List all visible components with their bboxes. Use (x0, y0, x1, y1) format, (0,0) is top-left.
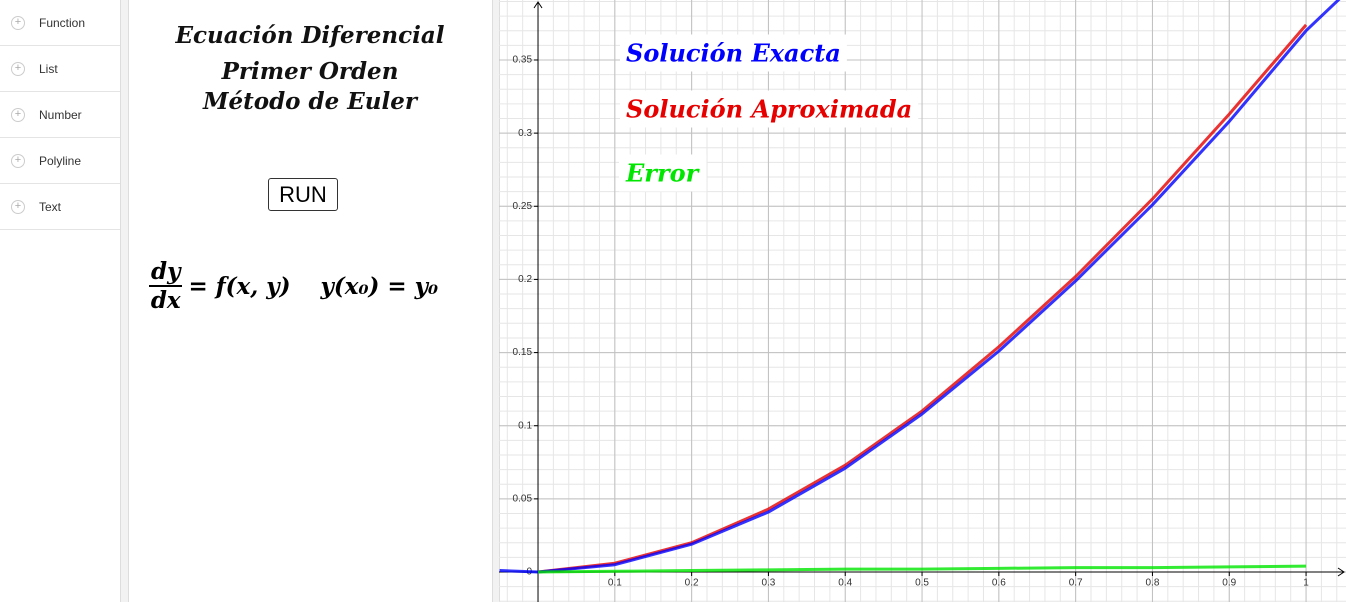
item-label: Polyline (39, 153, 82, 168)
item-label: Text (39, 199, 62, 214)
fraction: dy dx (149, 258, 183, 314)
x-tick-label: 0.7 (1069, 578, 1083, 589)
sidebar-item[interactable]: + Number (0, 92, 120, 138)
plus-icon[interactable]: + (11, 107, 25, 122)
legend-entry: Solución Exacta (626, 39, 841, 68)
x-tick-label: 0.2 (685, 578, 699, 589)
title-line: Primer Orden (221, 58, 399, 85)
series-line (499, 0, 1341, 574)
item-label: List (39, 61, 58, 76)
plus-icon[interactable]: + (11, 153, 25, 168)
chart: 0.1 0.2 0.3 0.4 0.5 0.6 0.7 0.8 0.9 100.050.10.15… (499, 0, 1346, 602)
numerator: dy (149, 258, 183, 287)
condition: y(x₀) = y₀ (320, 272, 439, 300)
legend-background (619, 154, 707, 192)
sidebar-item[interactable]: + Text (0, 184, 120, 230)
plus-icon[interactable]: + (11, 61, 25, 76)
run-button[interactable]: RUN (268, 178, 338, 211)
legend-entry: Solución Aproximada (626, 95, 912, 124)
y-tick-label: 0.25 (513, 201, 533, 212)
series-line (538, 564, 1307, 574)
item-label: Number (39, 107, 82, 122)
plus-icon[interactable]: + (11, 15, 25, 30)
sidebar-item[interactable]: + List (0, 46, 120, 92)
item-label: Function (39, 15, 86, 30)
x-tick-label: 0.9 (1222, 578, 1236, 589)
x-axis-arrow (1337, 567, 1345, 577)
plus-icon[interactable]: + (11, 199, 25, 214)
x-tick-label: 0.6 (992, 578, 1006, 589)
sidebar: + Function + List + Number + Polyline + Text (0, 0, 121, 602)
divider (121, 0, 129, 602)
sidebar-item[interactable]: + Polyline (0, 138, 120, 184)
legend-background (620, 90, 919, 128)
x-tick-label: 0.5 (915, 578, 929, 589)
title-line: Ecuación Diferencial (175, 22, 445, 49)
denominator: dx (150, 287, 181, 314)
legend-entry: Error (625, 159, 701, 188)
y-tick-label: 0.1 (518, 420, 532, 431)
graphics-panel: Ecuación Diferencial Primer Orden Método… (129, 0, 491, 602)
x-tick-label: 0.8 (1145, 578, 1159, 589)
y-axis-arrow (533, 1, 543, 9)
x-tick-label: 0.1 (608, 578, 622, 589)
sidebar-item[interactable]: + Function (0, 0, 120, 46)
x-tick-label: 0.4 (838, 578, 852, 589)
equation: dy dx = f(x, y) y(x₀) = y₀ (149, 258, 438, 314)
legend-background (620, 34, 847, 72)
title-line: Método de Euler (203, 88, 417, 115)
y-tick-label: 0.3 (518, 128, 532, 139)
x-tick-label: 0.3 (761, 578, 775, 589)
x-tick-label: 1 (1303, 578, 1309, 589)
y-tick-label: 0.2 (518, 274, 532, 285)
rhs: = f(x, y) (188, 272, 291, 300)
y-tick-label: 0.15 (513, 347, 533, 358)
y-tick-label: 0.05 (513, 494, 533, 505)
divider (492, 0, 500, 602)
y-tick-label: 0.35 (513, 55, 533, 66)
